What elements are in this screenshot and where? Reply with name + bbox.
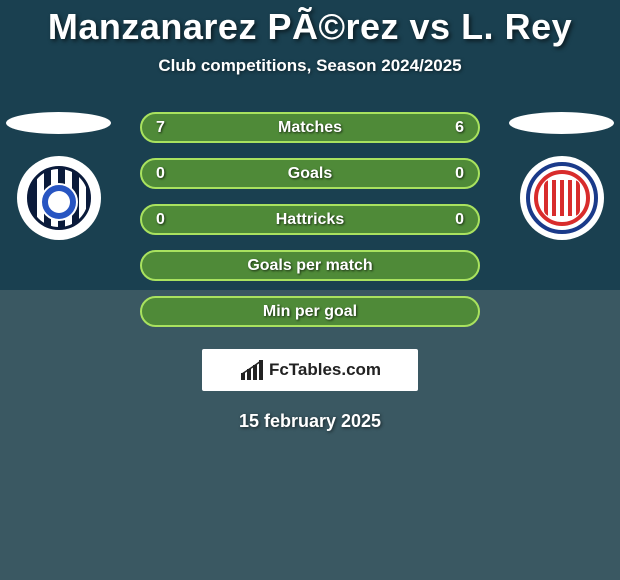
stat-right-value: 0 — [455, 211, 464, 229]
player-left-photo — [6, 112, 111, 134]
stat-row-goals: 0 Goals 0 — [140, 158, 480, 189]
stat-left-value: 7 — [156, 119, 165, 137]
stat-row-matches: 7 Matches 6 — [140, 112, 480, 143]
stat-label: Goals per match — [247, 257, 372, 275]
stats-container: 7 Matches 6 0 Goals 0 0 Hattricks 0 Goal… — [140, 112, 480, 327]
stat-label: Hattricks — [276, 211, 344, 229]
club-logo-right — [520, 156, 604, 240]
bar-chart-icon — [239, 357, 265, 383]
date-label: 15 february 2025 — [0, 411, 620, 432]
stat-right-value: 0 — [455, 165, 464, 183]
stat-label: Goals — [288, 165, 332, 183]
player-right-column — [509, 112, 614, 240]
queretaro-logo-icon — [27, 166, 91, 230]
stat-label: Matches — [278, 119, 342, 137]
stat-row-min-per-goal: Min per goal — [140, 296, 480, 327]
stat-left-value: 0 — [156, 165, 165, 183]
main-content: 7 Matches 6 0 Goals 0 0 Hattricks 0 Goal… — [0, 112, 620, 432]
header: Manzanarez PÃ©rez vs L. Rey Club competi… — [0, 0, 620, 76]
stat-right-value: 6 — [455, 119, 464, 137]
player-left-column — [6, 112, 111, 240]
page-subtitle: Club competitions, Season 2024/2025 — [0, 56, 620, 76]
stat-row-hattricks: 0 Hattricks 0 — [140, 204, 480, 235]
branding-text: FcTables.com — [269, 360, 381, 380]
stat-label: Min per goal — [263, 303, 357, 321]
branding-banner[interactable]: FcTables.com — [202, 349, 418, 391]
player-right-photo — [509, 112, 614, 134]
stat-row-goals-per-match: Goals per match — [140, 250, 480, 281]
page-title: Manzanarez PÃ©rez vs L. Rey — [0, 6, 620, 48]
club-logo-left — [17, 156, 101, 240]
chivas-logo-icon — [526, 162, 598, 234]
stat-left-value: 0 — [156, 211, 165, 229]
